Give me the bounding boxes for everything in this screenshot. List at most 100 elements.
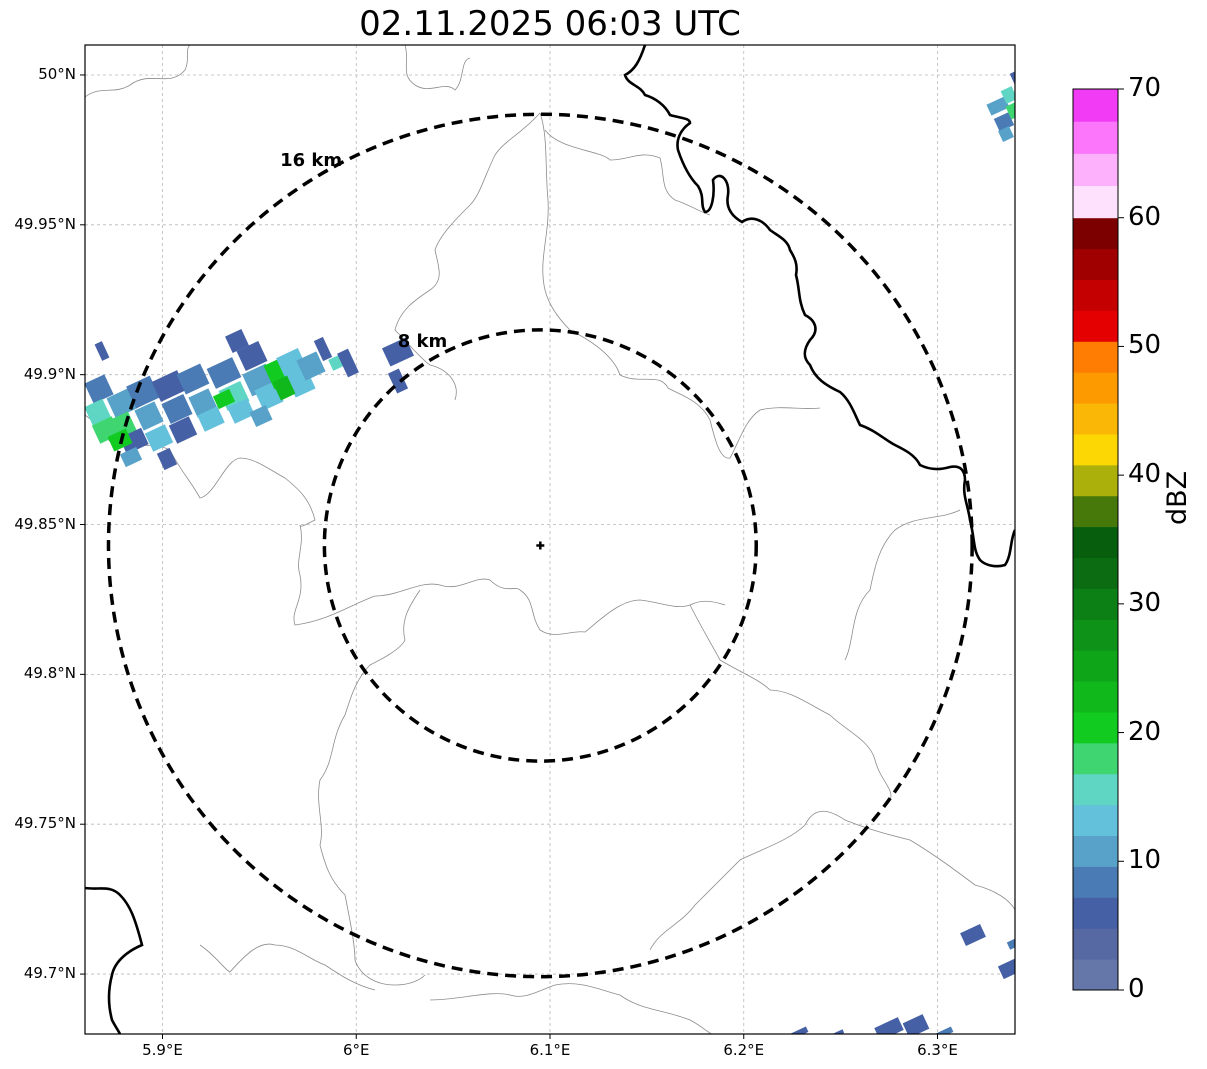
range-rings [106,112,974,979]
colorbar-swatch [1073,279,1118,311]
colorbar-tick-label: 50 [1128,330,1162,361]
x-tick-label: 6°E [342,1041,370,1059]
echo-bin [998,126,1014,142]
radar-site-marker [536,541,545,550]
colorbar-swatch [1073,372,1118,404]
echo-bin [206,357,242,389]
echo-bin [94,341,110,361]
colorbar-swatch [1073,341,1118,373]
echo-bin [119,427,149,455]
echo-bin [212,388,236,410]
echo-bin [156,447,178,471]
colorbar-swatch [1073,928,1118,960]
echo-bin [151,370,187,402]
range-ring-label: 16 km [280,149,343,171]
colorbar-tick-label: 0 [1128,974,1145,1004]
echo-bin [168,416,198,444]
colorbar-tick-label: 10 [1128,845,1162,876]
colorbar-swatch [1073,557,1118,589]
echo-bin [249,404,273,428]
echo-bin [960,924,986,946]
colorbar-swatch [1073,711,1118,744]
colorbar-swatch [1073,89,1118,122]
echo-bin [387,368,409,394]
echo-bin [829,1029,845,1034]
echo-bin [874,1017,904,1034]
echo-bin [176,363,210,395]
echo-bin [789,1026,809,1034]
colorbar-swatch [1073,464,1118,497]
range-ring [322,328,758,763]
tick-marks [80,74,938,1039]
colorbar-swatch [1073,866,1118,898]
x-tick-label: 6.2°E [723,1041,765,1059]
echo-bin [134,401,164,431]
echo-bin [934,1026,954,1034]
colorbar-swatch [1073,153,1118,187]
y-tick-label: 49.95°N [14,214,76,233]
colorbar-label: dBZ [1162,470,1193,525]
colorbar-swatch [1073,121,1118,154]
range-ring [106,112,974,979]
colorbar-swatch [1073,588,1118,620]
colorbar-swatch [1073,650,1118,682]
colorbar-swatch [1073,185,1118,219]
y-tick-label: 50°N [38,64,76,83]
colorbar-swatch [1073,804,1118,837]
colorbar-tick-label: 30 [1128,587,1162,618]
echo-bin [225,329,249,353]
colorbar-tick-label: 60 [1128,201,1162,232]
x-tick-label: 5.9°E [142,1041,183,1059]
colorbar-swatch [1073,433,1118,466]
colorbar [1072,88,1124,991]
colorbar-swatch [1073,495,1118,528]
echo-bin [337,348,359,378]
echo-bin [227,398,255,424]
echo-bin [997,958,1015,980]
colorbar-swatch [1073,897,1118,929]
echo-bin [272,375,296,401]
y-tick-label: 49.75°N [14,814,76,833]
echo-bin [161,393,193,425]
colorbar-swatch [1073,619,1118,651]
y-tick-label: 49.85°N [14,514,76,533]
echo-bin [236,340,268,372]
colorbar-swatch [1073,959,1118,991]
colorbar-swatch [1073,835,1118,867]
colorbar-swatch [1073,681,1118,713]
regional-boundaries [85,45,1015,1034]
echo-bin [1000,86,1015,104]
range-ring-label: 8 km [397,330,448,352]
echo-bin [1006,938,1015,950]
echo-bin [381,337,415,367]
x-tick-label: 6.3°E [917,1041,958,1059]
colorbar-swatch [1073,526,1118,559]
echo-bin [313,336,333,362]
colorbar-tick-label: 40 [1128,459,1162,490]
echo-bin [902,1014,930,1034]
y-tick-label: 49.7°N [23,964,76,983]
radar-echoes [85,71,1015,1034]
echo-bin [986,96,1010,116]
echo-bin [296,351,326,381]
gridlines [85,45,1015,1034]
colorbar-swatch [1073,217,1118,250]
colorbar-swatch [1073,248,1118,280]
colorbar-swatch [1073,742,1118,775]
colorbar-swatch [1073,403,1118,435]
colorbar-frame [1072,88,1119,991]
echo-bin [1005,102,1015,120]
map-title: 02.11.2025 06:03 UTC [359,4,741,44]
x-tick-label: 6.1°E [529,1041,571,1059]
national-borders [85,45,1015,1034]
echo-bin [119,446,143,468]
colorbar-tick-label: 70 [1128,73,1162,103]
echo-bin [85,374,114,404]
y-tick-label: 49.8°N [23,664,76,683]
colorbar-swatch [1073,310,1118,342]
colorbar-swatch [1073,773,1118,806]
y-tick-label: 49.9°N [23,364,76,383]
echo-bin [1009,71,1015,85]
echo-bin [197,406,225,432]
